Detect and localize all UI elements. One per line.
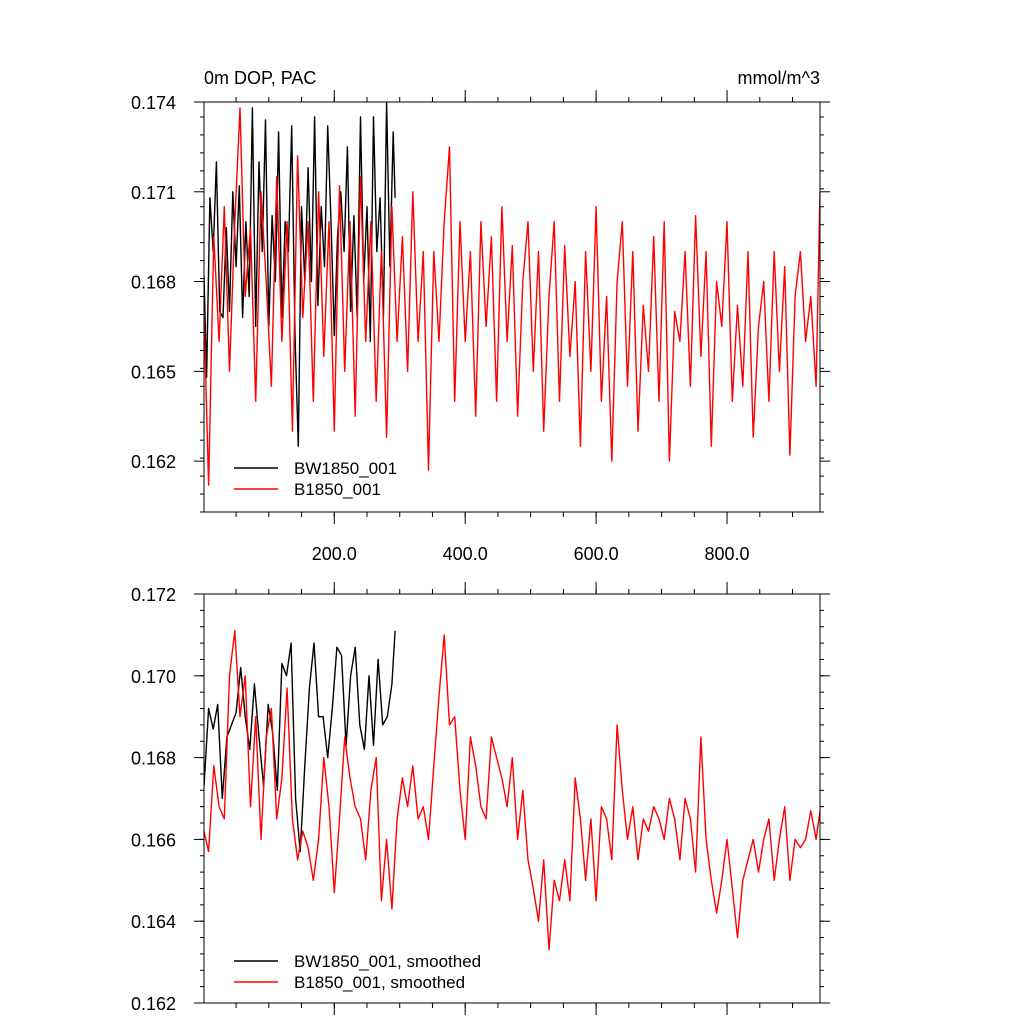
- top-panel: 0.162 0.165 0.168 0.171 0.174 200.0 400.0 600.0…: [131, 68, 830, 564]
- series-line-red: [204, 107, 820, 486]
- y-tick-label: 0.174: [131, 93, 176, 113]
- y-tick-label: 0.165: [131, 362, 176, 382]
- y-tick-label: 0.172: [131, 585, 176, 605]
- y-tick-label: 0.168: [131, 273, 176, 293]
- legend-label: B1850_001, smoothed: [294, 973, 465, 992]
- x-tick-label: 600.0: [574, 544, 619, 564]
- plot-frame: [203, 101, 821, 513]
- plot-frame: [203, 593, 821, 1004]
- x-tick-label: 200.0: [312, 544, 357, 564]
- legend-label: B1850_001: [294, 480, 381, 499]
- bottom-panel: 0.162 0.164 0.166 0.168 0.170 0.172 BW1850_001…: [131, 582, 830, 1015]
- x-tick-label: 800.0: [705, 544, 750, 564]
- y-tick-label: 0.166: [131, 830, 176, 850]
- y-tick-label: 0.164: [131, 912, 176, 932]
- units-label: mmol/m^3: [738, 68, 820, 88]
- series-line-red: [204, 630, 820, 951]
- legend-label: BW1850_001, smoothed: [294, 952, 481, 971]
- y-tick-label: 0.168: [131, 749, 176, 769]
- legend-label: BW1850_001: [294, 459, 397, 478]
- chart-title: 0m DOP, PAC: [204, 68, 316, 88]
- x-tick-label: 400.0: [443, 544, 488, 564]
- y-tick-label: 0.162: [131, 994, 176, 1014]
- y-tick-label: 0.171: [131, 183, 176, 203]
- series-line-black: [204, 630, 396, 853]
- y-tick-label: 0.170: [131, 667, 176, 687]
- y-tick-label: 0.162: [131, 452, 176, 472]
- series-line-black: [204, 102, 396, 447]
